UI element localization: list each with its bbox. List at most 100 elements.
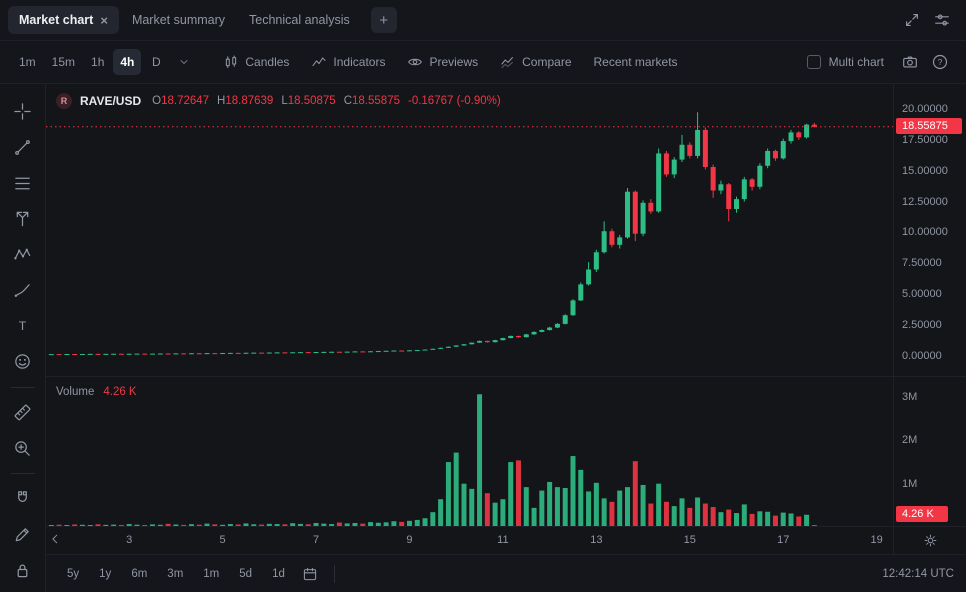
symbol-legend: R RAVE/USD O18.72647 H18.87639 L18.50875… [56,93,501,109]
measure-tool-button[interactable] [9,398,37,426]
timeframe-dropdown-button[interactable] [171,49,197,75]
chart-main: T [0,84,966,592]
sliders-icon [935,14,949,26]
volume-pane[interactable]: Volume 4.26 K [46,376,893,526]
candles-icon [226,55,237,69]
indicators-icon [312,57,326,67]
price-plot[interactable] [46,84,893,376]
range-1m[interactable]: 1m [194,562,228,586]
chart-column: R RAVE/USD O18.72647 H18.87639 L18.50875… [46,84,966,592]
crosshair-tool-button[interactable] [9,98,37,126]
volume-axis[interactable]: 1M 2M 3M 4.26 K [894,376,966,526]
chevron-left-icon[interactable] [48,532,62,546]
range-5d[interactable]: 5d [230,562,261,586]
tab-market-summary[interactable]: Market summary [121,6,236,34]
fib-retracement-tool-button[interactable] [9,169,37,197]
price-tick-label: 7.50000 [902,257,942,270]
screenshot-button[interactable] [896,48,924,76]
timeframe-4h[interactable]: 4h [113,49,142,75]
symbol-name[interactable]: RAVE/USD [80,94,142,108]
compare-button[interactable]: Compare [490,48,581,76]
crosshair-icon [14,103,31,121]
separator [333,564,335,583]
toolbar-separator [10,386,35,388]
tab-label: Technical analysis [249,13,350,27]
time-axis[interactable]: 3 5 7 9 11 13 15 17 19 [46,526,893,554]
emoji-tool-button[interactable] [9,348,37,376]
recent-markets-button[interactable]: Recent markets [584,48,688,76]
smiley-icon [15,354,30,369]
previews-label: Previews [429,55,479,69]
time-tick-label: 13 [590,534,603,546]
last-volume-badge: 4.26 K [896,506,948,522]
symbol-avatar: R [56,93,72,109]
price-axis[interactable]: 0.00000 2.50000 5.00000 7.50000 10.00000 12.5… [894,84,966,376]
tab-list: Market chart × Market summary Technical ana… [8,6,361,34]
multi-chart-label: Multi chart [828,55,884,69]
checkbox-icon [806,55,821,69]
fib-lines-icon [15,177,30,190]
timeframe-1m[interactable]: 1m [12,49,43,75]
previews-button[interactable]: Previews [397,48,488,76]
pencil-icon [15,528,29,542]
price-tick-label: 5.00000 [902,288,942,301]
compare-icon [501,57,514,69]
time-tick-label: 17 [777,534,790,546]
svg-text:T: T [19,319,27,333]
range-1d[interactable]: 1d [263,562,294,586]
timeframe-1h[interactable]: 1h [84,49,111,75]
tab-technical-analysis[interactable]: Technical analysis [238,6,361,34]
add-tab-button[interactable]: + [370,7,397,33]
chart-settings-button[interactable] [928,6,956,34]
multi-chart-toggle[interactable]: Multi chart [806,55,884,69]
draw-tool-button[interactable] [9,521,37,549]
svg-text:?: ? [938,57,943,67]
pitchfork-tool-button[interactable] [9,205,37,233]
last-price-badge: 18.55875 [896,117,962,134]
ohlc-close: C18.55875 [343,95,400,107]
candles-style-button[interactable]: Candles [213,48,299,76]
price-tick-label: 17.50000 [902,133,948,146]
plots: R RAVE/USD O18.72647 H18.87639 L18.50875… [46,84,893,554]
time-tick-label: 9 [406,534,413,546]
time-tick-label: 3 [126,534,133,546]
question-icon: ? [932,54,948,70]
volume-tick-label: 2M [902,434,918,447]
go-to-date-button[interactable] [296,560,324,588]
xabcd-pattern-tool-button[interactable] [9,241,37,269]
trend-line-tool-button[interactable] [9,134,37,162]
price-pane[interactable]: R RAVE/USD O18.72647 H18.87639 L18.50875… [46,84,893,376]
range-5y[interactable]: 5y [58,562,88,586]
price-tick-label: 0.00000 [902,349,942,362]
brush-tool-button[interactable] [9,276,37,304]
ohlc-low: L18.50875 [281,95,336,107]
timeframe-15m[interactable]: 15m [45,49,82,75]
price-tick-label: 15.00000 [902,164,948,177]
range-6m[interactable]: 6m [122,562,156,586]
compare-label: Compare [522,55,572,69]
timeframe-d[interactable]: D [143,49,169,75]
volume-tick-label: 1M [902,477,918,490]
fullscreen-button[interactable] [898,6,926,34]
gear-icon[interactable] [923,533,938,548]
zoom-in-tool-button[interactable] [9,434,37,462]
range-1y[interactable]: 1y [90,562,120,586]
tab-label: Market summary [131,13,226,27]
tab-close-icon[interactable]: × [100,12,108,28]
magnet-tool-button[interactable] [9,485,37,513]
clock[interactable]: 12:42:14 UTC [882,567,954,580]
eye-icon [408,58,423,66]
text-tool-button[interactable]: T [9,312,37,340]
help-button[interactable]: ? [926,48,954,76]
indicators-label: Indicators [333,55,386,69]
indicators-button[interactable]: Indicators [301,48,395,76]
toolbar-separator [10,472,35,474]
volume-plot[interactable] [46,377,893,526]
range-3m[interactable]: 3m [158,562,192,586]
chart-grid: R RAVE/USD O18.72647 H18.87639 L18.50875… [46,84,966,554]
drawing-toolbar: T [0,84,46,592]
tab-market-chart[interactable]: Market chart × [8,6,119,34]
lock-tool-button[interactable] [9,556,37,584]
volume-value: 4.26 K [103,386,137,398]
time-tick-label: 15 [683,534,696,546]
